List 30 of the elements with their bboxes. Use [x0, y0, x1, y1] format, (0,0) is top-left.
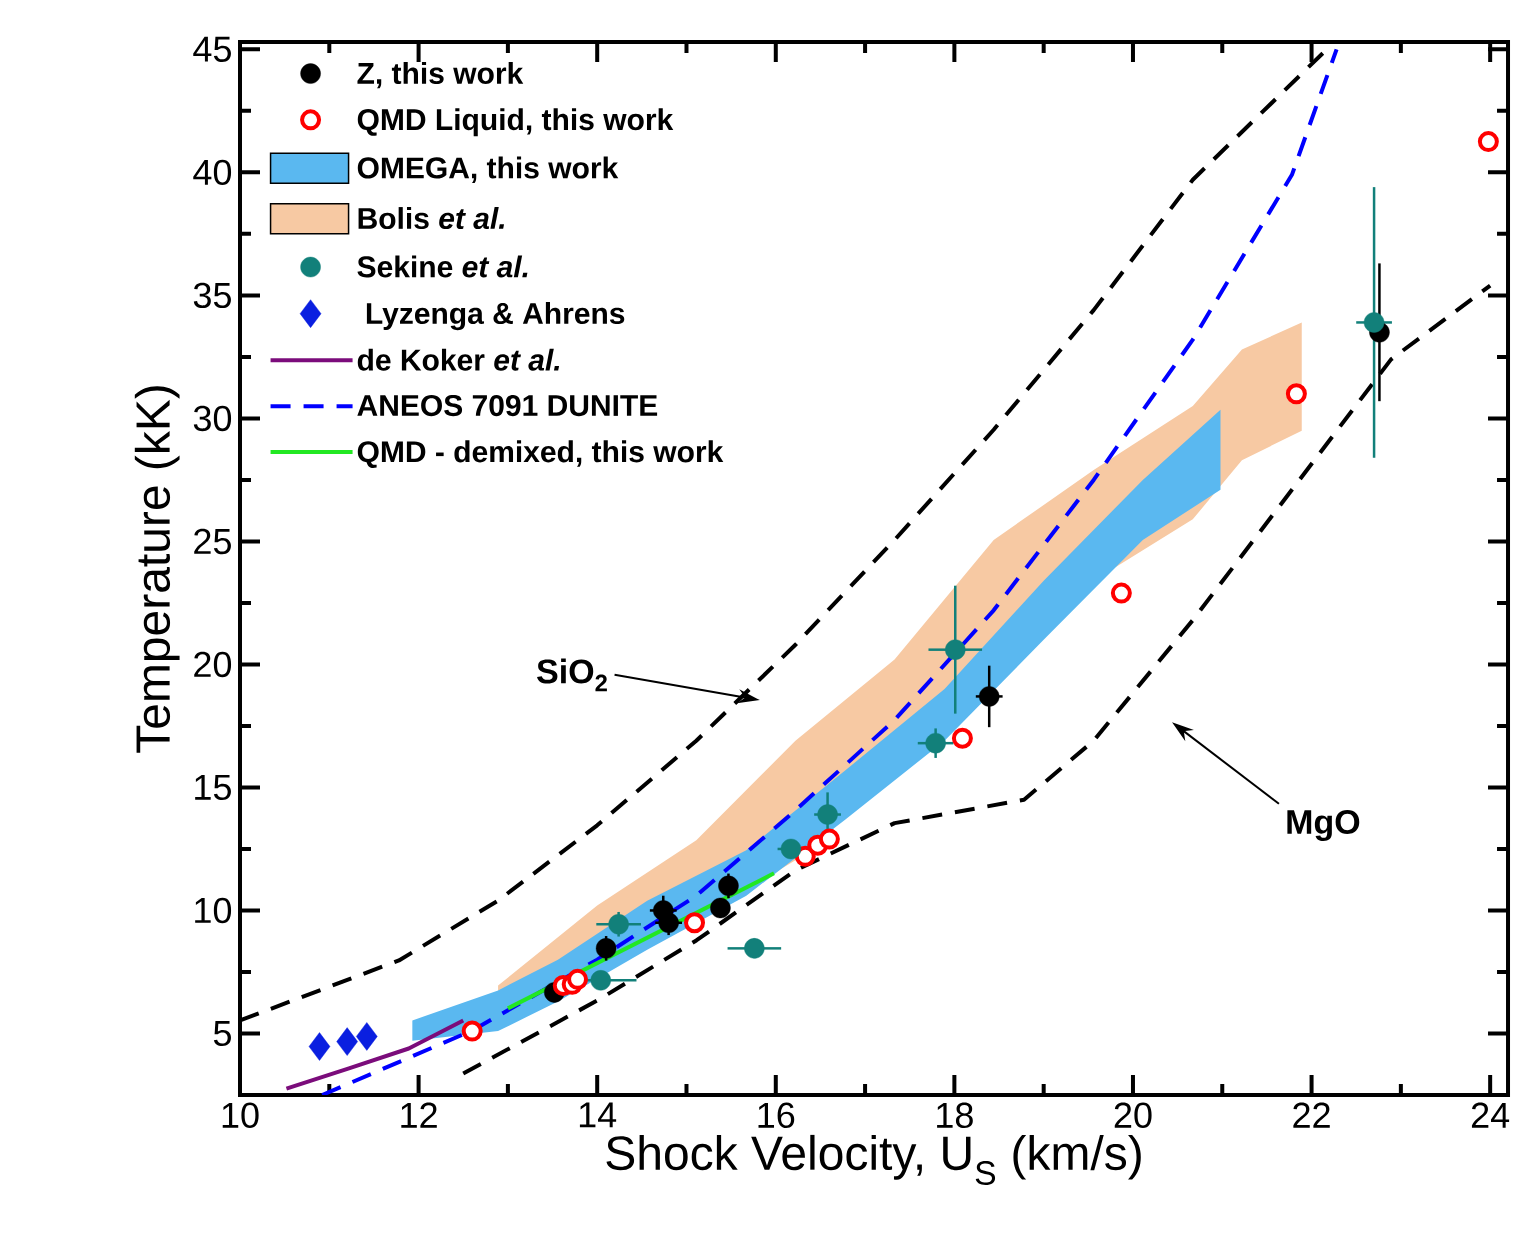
y-tick-label: 10	[195, 897, 232, 924]
annotation: MgO	[1287, 809, 1360, 841]
y-tick-label: 40	[193, 159, 232, 186]
y-axis-title: Temperature (kK)	[134, 386, 180, 753]
x-tick-label: 12	[401, 1102, 437, 1128]
x-tick-label: 14	[579, 1102, 617, 1128]
y-tick-label: 20	[194, 651, 232, 678]
y-tick-label: 45	[193, 36, 231, 62]
x-tick-label: 20	[1114, 1102, 1152, 1129]
legend-label: ANEOS 7091 DUNITE	[357, 394, 658, 417]
x-tick-label: 24	[1471, 1102, 1510, 1128]
y-tick-label: 5	[213, 1020, 231, 1047]
x-tick-label: 10	[222, 1102, 259, 1129]
x-tick-label: 18	[937, 1102, 973, 1129]
legend-label: Lyzenga & Ahrens	[366, 302, 625, 331]
x-axis-title: Shock Velocity, U$_{S}$ (km/s)	[606, 1134, 1141, 1185]
legend-label: QMD - demixed, this work	[357, 440, 724, 468]
legend-label: de Koker et al.	[357, 348, 560, 371]
legend-label: Bolis et al.	[358, 207, 505, 230]
x-tick-label: 22	[1293, 1102, 1330, 1128]
y-tick-label: 25	[194, 528, 231, 555]
x-tick-label: 16	[758, 1102, 795, 1129]
y-tick-label: 35	[193, 282, 231, 309]
legend-label: OMEGA, this work	[357, 156, 619, 183]
legend-label: Sekine et al.	[357, 255, 528, 278]
legend-label: QMD Liquid, this work	[357, 108, 674, 137]
y-tick-label: 30	[193, 405, 232, 432]
y-tick-label: 15	[195, 774, 231, 801]
legend-label: Z, this work	[357, 61, 524, 89]
annotation: SiO$_{2}$	[537, 658, 607, 692]
